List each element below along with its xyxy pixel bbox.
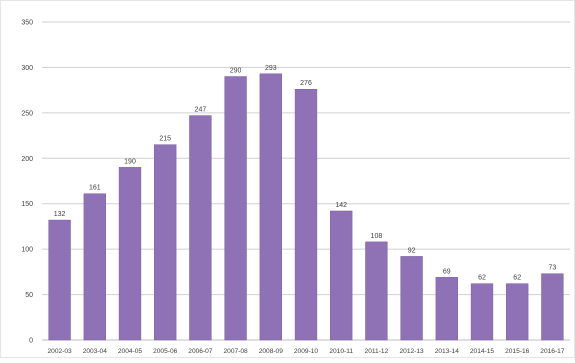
x-tick-label: 2016-17 <box>540 348 565 355</box>
bar <box>330 210 353 341</box>
y-tick-label: 50 <box>25 292 33 299</box>
y-axis-tick-labels: 0 50 100 150 200 250 300 350 <box>21 20 33 345</box>
x-tick-label: 2013-14 <box>435 348 460 355</box>
bar <box>506 283 529 341</box>
data-label: 92 <box>408 247 416 254</box>
y-tick-label: 200 <box>21 156 33 163</box>
bar <box>259 73 282 341</box>
data-label: 132 <box>54 211 66 218</box>
data-label: 142 <box>335 202 347 209</box>
data-label: 73 <box>549 265 557 272</box>
y-tick-label: 150 <box>21 201 33 208</box>
data-label: 108 <box>371 233 383 240</box>
data-label: 190 <box>124 158 136 165</box>
data-label: 247 <box>195 107 207 114</box>
bar <box>435 277 458 341</box>
data-label: 293 <box>265 65 277 72</box>
bars <box>48 73 564 341</box>
data-label: 276 <box>300 80 312 87</box>
bar <box>365 241 388 341</box>
x-tick-label: 2005-06 <box>153 348 178 355</box>
bar <box>118 167 142 341</box>
x-tick-label: 2015-16 <box>505 348 530 355</box>
x-tick-label: 2010-11 <box>329 348 353 355</box>
bar <box>154 144 177 341</box>
x-tick-label: 2004-05 <box>118 348 143 355</box>
x-tick-label: 2011-12 <box>365 348 389 355</box>
y-tick-label: 300 <box>21 65 33 72</box>
bar <box>294 88 318 341</box>
x-tick-label: 2006-07 <box>188 348 213 355</box>
y-tick-label: 0 <box>29 338 33 345</box>
data-label: 62 <box>513 275 521 282</box>
bar <box>224 76 247 341</box>
data-label: 69 <box>443 268 451 275</box>
x-axis-tick-labels: 2002-03 2003-04 2004-05 2005-06 2006-07 2007-… <box>47 348 564 355</box>
bar <box>400 256 423 341</box>
bar <box>541 273 564 341</box>
x-tick-label: 2008-09 <box>259 348 284 355</box>
data-label: 62 <box>478 275 486 282</box>
x-tick-label: 2012-13 <box>399 348 424 355</box>
x-tick-label: 2009-10 <box>294 348 319 355</box>
x-tick-label: 2014-15 <box>470 348 495 355</box>
bar <box>83 193 106 341</box>
y-tick-label: 100 <box>21 247 33 254</box>
data-label: 161 <box>89 185 101 192</box>
y-tick-label: 350 <box>21 20 33 27</box>
data-label: 215 <box>159 136 171 143</box>
data-labels: 132 161 190 215 247 290 293 276 142 108 92 69 62 62 73 <box>54 65 557 282</box>
y-tick-label: 250 <box>21 110 33 117</box>
data-label: 290 <box>230 68 242 75</box>
x-tick-label: 2007-08 <box>223 348 248 355</box>
bar <box>48 219 71 341</box>
x-tick-label: 2002-03 <box>47 348 72 355</box>
bar <box>189 115 212 341</box>
x-tick-label: 2003-04 <box>83 348 108 355</box>
bar <box>470 283 494 341</box>
